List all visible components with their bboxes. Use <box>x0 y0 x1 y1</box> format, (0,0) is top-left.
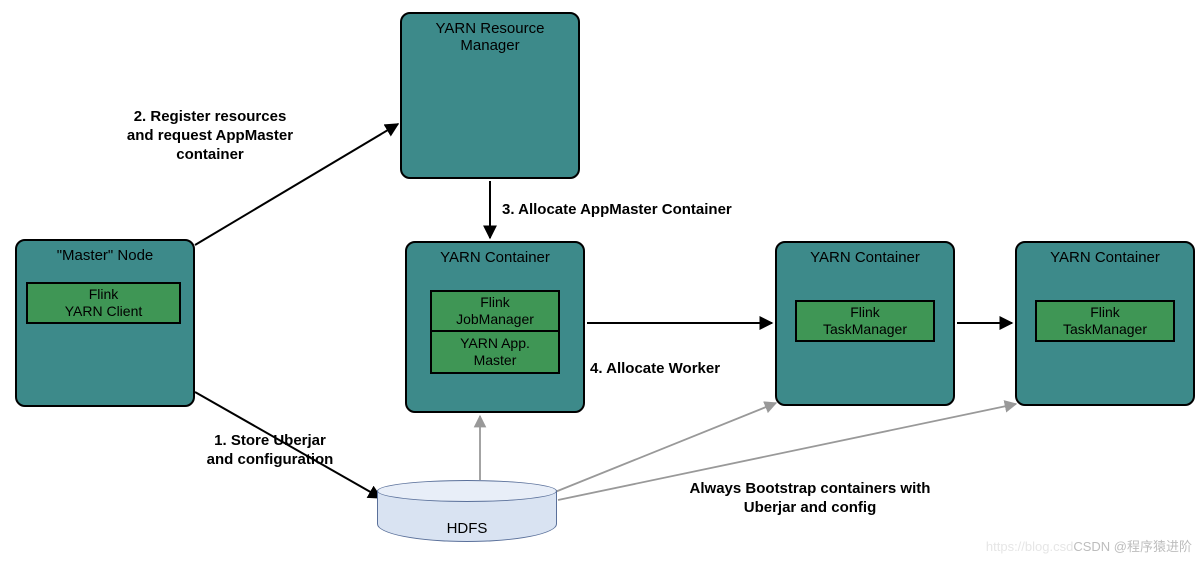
bootstrap-label: Always Bootstrap containers withUberjar … <box>640 480 980 518</box>
hdfs-cylinder: HDFS <box>377 480 557 542</box>
step2-label: 2. Register resourcesand request AppMast… <box>85 108 335 164</box>
watermark: https://blog.csdCSDN @程序猿进阶 <box>986 536 1192 555</box>
step4-label: 4. Allocate Worker <box>590 360 790 379</box>
flink-taskmanager2-box: Flink TaskManager <box>1035 300 1175 342</box>
master-node-title: "Master" Node <box>57 241 154 264</box>
edge-hdfs-to-tm1 <box>555 403 776 492</box>
step1-label: 1. Store Uberjarand configuration <box>170 432 370 470</box>
step3-label: 3. Allocate AppMaster Container <box>502 201 822 220</box>
container-tm2-title: YARN Container <box>1050 243 1160 266</box>
container-jm-title: YARN Container <box>440 243 550 266</box>
container-tm1-title: YARN Container <box>810 243 920 266</box>
yarn-resource-manager-node: YARN Resource Manager <box>400 12 580 179</box>
yarn-appmaster-box: YARN App. Master <box>430 332 560 374</box>
yarn-rm-title: YARN Resource Manager <box>436 14 545 54</box>
flink-taskmanager1-box: Flink TaskManager <box>795 300 935 342</box>
flink-yarn-client-box: Flink YARN Client <box>26 282 181 324</box>
flink-jobmanager-box: Flink JobManager <box>430 290 560 332</box>
hdfs-label: HDFS <box>377 520 557 537</box>
